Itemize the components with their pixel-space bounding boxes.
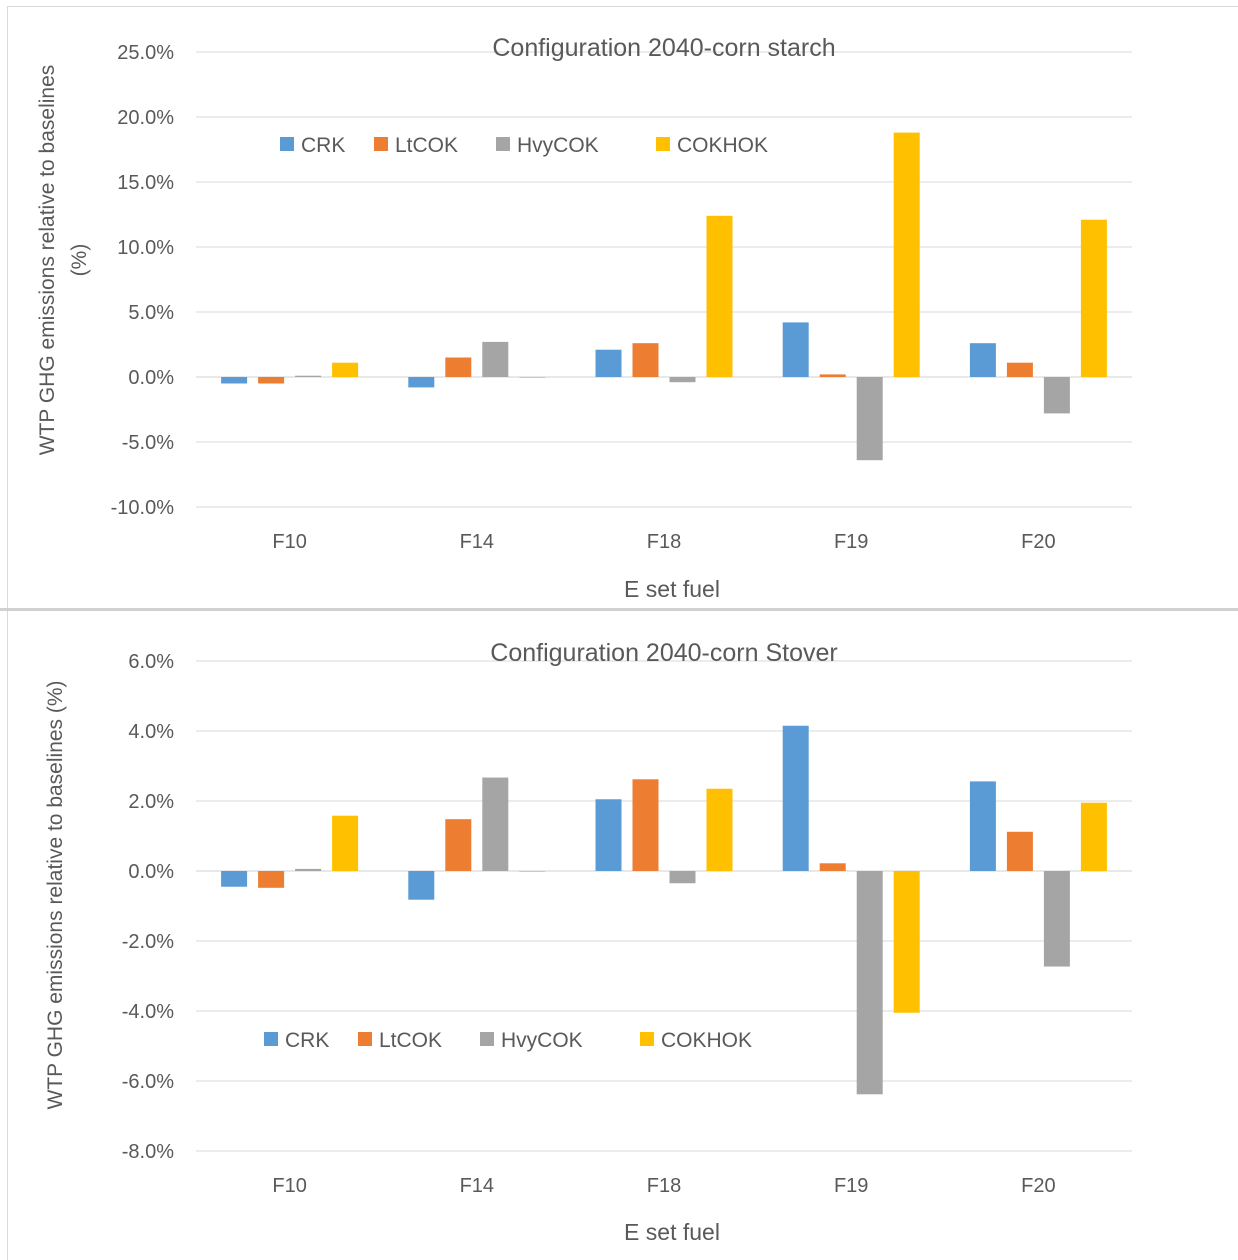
panel-divider [0, 608, 1238, 611]
bar-cokhok-f10 [332, 815, 359, 871]
y-tick-label: 4.0% [128, 721, 174, 743]
legend-label-cokhok: COKHOK [677, 134, 768, 157]
bar-ltcok-f10 [258, 377, 285, 384]
bar-crk-f19 [782, 322, 809, 377]
bar-ltcok-f20 [1006, 831, 1033, 871]
bar-ltcok-f19 [819, 374, 846, 377]
bar-hvycok-f19 [856, 871, 883, 1095]
y-tick-label: -10.0% [111, 497, 175, 519]
x-tick-label: F20 [1021, 531, 1055, 553]
bar-cokhok-f18 [706, 788, 733, 871]
legend-label-hvycok: HvyCOK [517, 134, 599, 157]
bar-ltcok-f10 [258, 871, 285, 888]
bar-hvycok-f14 [482, 777, 509, 871]
bar-hvycok-f20 [1043, 871, 1070, 967]
y-tick-label: 10.0% [117, 237, 174, 259]
bar-crk-f10 [221, 377, 248, 384]
bar-ltcok-f20 [1006, 362, 1033, 377]
legend-label-ltcok: LtCOK [379, 1029, 442, 1052]
bar-cokhok-f20 [1080, 219, 1107, 377]
bar-crk-f20 [969, 343, 996, 377]
chart-panel-corn-stover: -8.0% -6.0% -4.0% -2.0% 0.0% 2.0% 4.0% 6.0% F10 F… [0, 610, 1238, 1260]
bar-cokhok-f19 [893, 132, 920, 377]
legend-swatch-hvycok [480, 1032, 494, 1046]
bar-ltcok-f18 [632, 779, 659, 871]
y-axis-label-unit: (%) [68, 244, 91, 277]
bar-ltcok-f19 [819, 863, 846, 871]
bar-hvycok-f19 [856, 377, 883, 461]
legend-label-crk: CRK [301, 134, 345, 157]
bar-ltcok-f14 [445, 357, 472, 377]
bar-ltcok-f18 [632, 343, 659, 377]
y-tick-label: 6.0% [128, 651, 174, 673]
y-axis-label: WTP GHG emissions relative to baselines … [44, 680, 67, 1109]
x-tick-label: F19 [834, 531, 868, 553]
x-tick-label: F14 [460, 531, 494, 553]
bar-crk-f14 [408, 871, 435, 900]
legend-label-crk: CRK [285, 1029, 329, 1052]
bar-cokhok-f14 [519, 377, 546, 378]
legend-swatch-ltcok [374, 137, 388, 151]
x-tick-label: F19 [834, 1175, 868, 1197]
x-tick-label: F10 [272, 1175, 306, 1197]
bar-cokhok-f18 [706, 215, 733, 377]
x-axis-label: E set fuel [624, 576, 720, 602]
y-tick-label: -8.0% [122, 1141, 174, 1163]
y-tick-label: 20.0% [117, 107, 174, 129]
bar-hvycok-f14 [482, 341, 509, 377]
chart-panel-corn-starch: -10.0% -5.0% 0.0% 5.0% 10.0% 15.0% 20.0% 25.0% F… [0, 0, 1238, 610]
y-axis-label: WTP GHG emissions relative to baselines [36, 65, 59, 456]
bar-hvycok-f18 [669, 871, 696, 884]
bar-crk-f20 [969, 781, 996, 871]
legend-swatch-cokhok [640, 1032, 654, 1046]
y-tick-label: 0.0% [128, 861, 174, 883]
y-tick-label: 25.0% [117, 42, 174, 64]
legend-swatch-crk [280, 137, 294, 151]
bar-cokhok-f19 [893, 871, 920, 1013]
bar-crk-f18 [595, 349, 622, 377]
chart-title: Configuration 2040-corn Stover [490, 639, 837, 667]
y-tick-label: -4.0% [122, 1001, 174, 1023]
bar-hvycok-f10 [295, 868, 322, 871]
x-tick-label: F20 [1021, 1175, 1055, 1197]
y-tick-label: 5.0% [128, 302, 174, 324]
legend-swatch-ltcok [358, 1032, 372, 1046]
bar-cokhok-f20 [1080, 802, 1107, 871]
chart-title: Configuration 2040-corn starch [492, 34, 835, 62]
x-tick-label: F10 [272, 531, 306, 553]
y-tick-label: 15.0% [117, 172, 174, 194]
chart-corn-starch: -10.0% -5.0% 0.0% 5.0% 10.0% 15.0% 20.0% 25.0% F… [36, 34, 1132, 602]
legend-swatch-hvycok [496, 137, 510, 151]
figure-frame-left [7, 6, 8, 1260]
legend-swatch-cokhok [656, 137, 670, 151]
y-tick-label: -2.0% [122, 931, 174, 953]
legend-swatch-crk [264, 1032, 278, 1046]
y-tick-label: 2.0% [128, 791, 174, 813]
y-tick-label: 0.0% [128, 367, 174, 389]
bar-crk-f10 [221, 871, 248, 887]
y-tick-label: -5.0% [122, 432, 174, 454]
y-tick-label: -6.0% [122, 1071, 174, 1093]
legend-label-cokhok: COKHOK [661, 1029, 752, 1052]
bar-crk-f19 [782, 725, 809, 871]
x-tick-label: F14 [460, 1175, 494, 1197]
figure-frame-top [7, 6, 1238, 7]
chart-corn-stover: -8.0% -6.0% -4.0% -2.0% 0.0% 2.0% 4.0% 6.0% F10 F… [44, 639, 1132, 1245]
x-tick-label: F18 [647, 531, 681, 553]
bar-crk-f14 [408, 377, 435, 388]
bar-hvycok-f10 [295, 375, 322, 377]
legend-label-hvycok: HvyCOK [501, 1029, 583, 1052]
bar-ltcok-f14 [445, 819, 472, 871]
bar-hvycok-f18 [669, 377, 696, 383]
x-tick-label: F18 [647, 1175, 681, 1197]
bar-crk-f18 [595, 799, 622, 871]
bar-hvycok-f20 [1043, 377, 1070, 414]
x-axis-label: E set fuel [624, 1219, 720, 1245]
bar-cokhok-f14 [519, 871, 546, 872]
bar-cokhok-f10 [332, 362, 359, 377]
legend-label-ltcok: LtCOK [395, 134, 458, 157]
